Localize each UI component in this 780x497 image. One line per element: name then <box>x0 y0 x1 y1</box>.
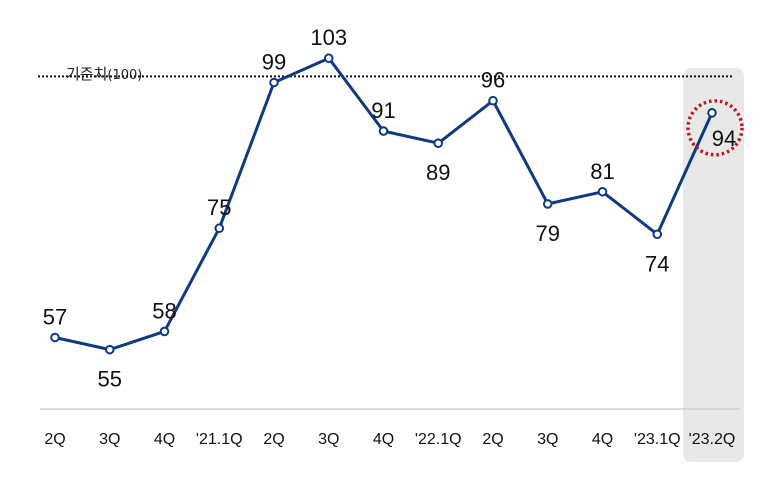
value-label: 79 <box>536 221 560 246</box>
x-tick-label: 4Q <box>154 431 175 448</box>
data-point <box>488 95 498 106</box>
data-point <box>104 344 115 355</box>
value-label: 55 <box>98 367 122 392</box>
x-tick-label: 4Q <box>592 431 613 448</box>
data-point <box>433 138 444 149</box>
x-tick-label: 2Q <box>482 431 503 448</box>
x-tick-label: 2Q <box>263 431 284 448</box>
data-point <box>707 108 717 118</box>
x-tick-label: 4Q <box>373 431 394 448</box>
data-point <box>50 332 60 343</box>
data-point <box>597 186 608 197</box>
x-tick-label: 3Q <box>537 431 558 448</box>
x-tick-label: 3Q <box>318 431 339 448</box>
value-label: 96 <box>481 68 505 93</box>
x-tick-label: 3Q <box>99 431 120 448</box>
data-point <box>652 229 663 240</box>
highlight-band <box>683 68 744 462</box>
data-point <box>269 77 279 88</box>
x-tick-label: 2Q <box>44 431 65 448</box>
data-point <box>323 53 334 64</box>
value-label: 75 <box>207 195 231 220</box>
value-label: 91 <box>371 98 395 123</box>
value-label: 89 <box>426 160 450 185</box>
data-point <box>542 199 553 209</box>
highlight-circle <box>686 99 744 157</box>
data-point <box>378 126 389 136</box>
value-label: 58 <box>152 298 176 323</box>
value-label: 74 <box>645 251 669 276</box>
x-tick-label: '23.1Q <box>634 431 681 448</box>
x-tick-label: '22.1Q <box>415 431 462 448</box>
x-tick-label: '23.2Q <box>689 431 736 448</box>
data-point <box>214 223 225 234</box>
value-label: 81 <box>590 159 614 184</box>
data-point <box>159 326 170 337</box>
value-label: 99 <box>262 50 286 75</box>
reference-label: 기준치(100) <box>66 65 142 83</box>
value-label: 57 <box>43 305 67 330</box>
value-label: 103 <box>310 25 347 50</box>
x-tick-label: '21.1Q <box>196 431 243 448</box>
